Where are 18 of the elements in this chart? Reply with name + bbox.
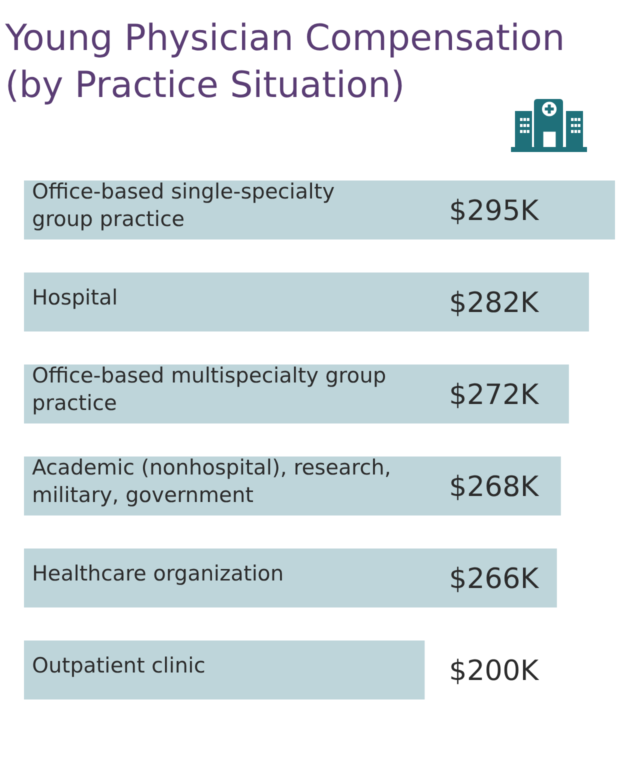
bar bbox=[24, 640, 425, 700]
data-label: $200K bbox=[449, 654, 540, 687]
bar bbox=[24, 548, 557, 608]
data-label: $295K bbox=[449, 194, 540, 227]
bar bbox=[24, 272, 589, 332]
data-label: $266K bbox=[449, 562, 540, 595]
data-label: $268K bbox=[449, 470, 540, 503]
chart-title: Young Physician Compensation (by Practice Situation) bbox=[4, 18, 565, 106]
y-tick-label: Healthcare organization bbox=[32, 561, 284, 586]
y-tick-label: Office-based single-specialty group practice bbox=[32, 180, 335, 231]
y-tick-label: Outpatient clinic bbox=[32, 653, 206, 678]
bar bbox=[24, 180, 615, 240]
bar bbox=[24, 364, 569, 424]
data-label: $282K bbox=[449, 286, 540, 319]
y-tick-label: Office-based multispecialty group practice bbox=[32, 364, 386, 415]
y-tick-label: Hospital bbox=[32, 285, 118, 310]
data-label: $272K bbox=[449, 378, 540, 411]
y-tick-label: Academic (nonhospital), research, military, government bbox=[32, 456, 392, 507]
